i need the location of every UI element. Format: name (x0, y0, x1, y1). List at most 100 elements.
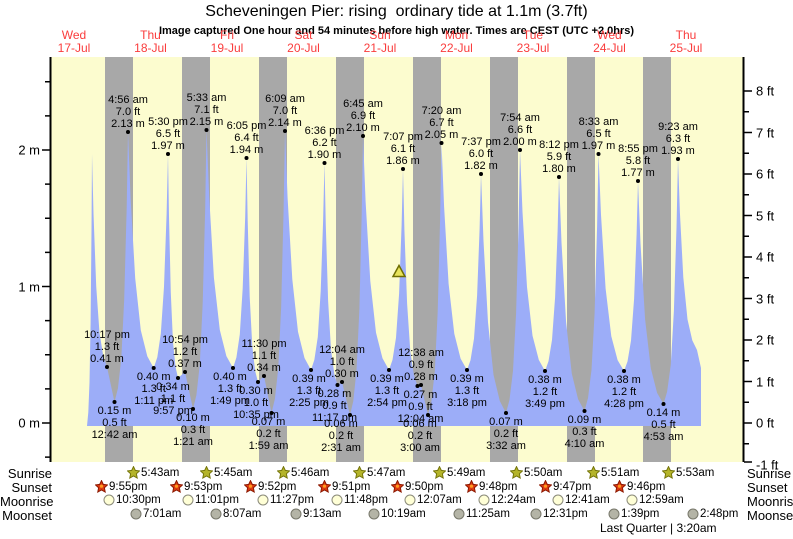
almanac-row-label-left-sunset: Sunset (11, 480, 52, 495)
moonrise-time: 12:59am (639, 494, 684, 506)
sunrise-entry: 5:47am (353, 466, 405, 479)
day-label-line: 23-Jul (516, 41, 550, 55)
day-label: Fri 19-Jul (211, 29, 244, 55)
day-label: Sun 21-Jul (364, 29, 397, 55)
annotation-line: 6.7 ft (429, 117, 454, 129)
sunrise-star-icon (200, 466, 213, 479)
high-tide-annotation: 4:56 am 7.0 ft 2.13 m (108, 94, 148, 130)
low-tide-annotation: 0.39 m 1.3 ft 3:18 pm (447, 373, 487, 409)
moonrise-time: 10:30pm (116, 494, 161, 506)
low-tide-annotation: 0.10 m 0.3 ft 1:21 am (173, 412, 213, 448)
annotation-line: 1.82 m (464, 160, 498, 172)
annotation-line: 0.14 m (646, 407, 681, 419)
day-label-line: 21-Jul (363, 41, 397, 55)
right-axis-tick-label: 8 ft (756, 83, 775, 99)
day-label-line: Wed (61, 28, 87, 42)
moonrise-time: 12:07am (417, 494, 462, 506)
annotation-line: 1.0 ft (243, 397, 269, 409)
sunrise-entry: 5:50am (510, 466, 562, 479)
right-axis-tick-label: 2 ft (756, 332, 775, 348)
annotation-line: 0.40 m (136, 371, 171, 383)
annotation-line: 8:12 pm (539, 139, 579, 151)
low-tide-annotation: 0.39 m 1.3 ft 2:25 pm (289, 373, 329, 409)
moonset-time: 8:07am (223, 508, 262, 520)
low-tide-point (415, 384, 420, 388)
sunset-entry: 9:46pm (613, 480, 665, 493)
annotation-line: 6.5 ft (155, 128, 181, 140)
annotation-line: 0.2 ft (407, 430, 433, 442)
day-label: Sat 20-Jul (287, 29, 320, 55)
high-tide-annotation: 8:12 pm 5.9 ft 1.80 m (539, 139, 579, 175)
low-tide-point (387, 368, 391, 372)
low-tide-point (112, 400, 117, 404)
sunrise-time: 5:45am (214, 466, 253, 479)
annotation-line: 1.2 ft (172, 346, 198, 358)
day-label: Tue 23-Jul (517, 29, 550, 55)
tide-area (87, 130, 701, 426)
sunrise-time: 5:50am (524, 466, 563, 479)
annotation-line: 10:35 pm (233, 409, 279, 421)
annotation-line: 4:53 am (643, 431, 684, 443)
right-axis-tick-label: 0 ft (756, 415, 775, 431)
sunrise-star-icon (277, 466, 290, 479)
annotation-line: 0.5 ft (102, 417, 127, 429)
annotation-line: 8:33 am (578, 116, 619, 128)
sunset-entry: 9:52pm (244, 480, 296, 493)
annotation-line: 1:59 am (248, 440, 289, 452)
annotation-line: 1:49 pm (210, 395, 250, 407)
high-tide-point (283, 129, 287, 133)
sunset-star-icon (244, 480, 257, 493)
annotation-line: 1.80 m (542, 163, 576, 175)
annotation-line: 2:54 pm (367, 397, 407, 409)
sunset-star-icon (539, 480, 552, 493)
annotation-line: 11:30 pm (241, 338, 287, 350)
day-label: Thu 25-Jul (670, 29, 703, 55)
annotation-line: 8:55 pm (618, 143, 658, 155)
annotation-line: 1.77 m (621, 167, 655, 179)
moonrise-circle-icon (257, 494, 269, 506)
sunset-star-icon (95, 480, 108, 493)
sunrise-time: 5:53am (676, 466, 715, 479)
annotation-line: 1.3 ft (94, 341, 120, 353)
annotation-line: 7:20 am (421, 105, 462, 117)
low-tide-annotation: 0.40 m 1.3 ft 1:49 pm (210, 371, 250, 407)
day-label-line: Sat (294, 28, 313, 42)
high-tide-point (166, 152, 170, 156)
low-tide-point (340, 380, 344, 384)
annotation-line: 0.10 m (176, 412, 210, 424)
day-label-line: 19-Jul (210, 41, 244, 55)
sunrise-entry: 5:51am (587, 466, 639, 479)
low-tide-annotation: 0.39 m 1.3 ft 2:54 pm (367, 373, 407, 409)
day-label-line: Tue (522, 28, 544, 42)
low-tide-point (622, 369, 626, 373)
sunrise-entry: 5:46am (277, 466, 329, 479)
right-axis-tick-label: 7 ft (756, 125, 775, 140)
low-tide-point (183, 370, 187, 374)
low-tide-annotation: 0.28 m 0.9 ft 11:17 pm (312, 388, 357, 424)
annotation-line: 0.30 m (239, 385, 273, 397)
moonset-entry: 7:01am (130, 508, 181, 520)
moonset-circle-icon (530, 508, 542, 520)
annotation-line: 2.05 m (424, 129, 459, 141)
low-tide-point (426, 413, 430, 417)
sunrise-entry: 5:45am (200, 466, 252, 479)
high-tide-point (596, 152, 601, 156)
annotation-line: 7:54 am (500, 112, 540, 124)
sunrise-time: 5:46am (291, 466, 330, 479)
day-label: Wed 17-Jul (58, 29, 91, 55)
sunrise-time: 5:47am (367, 466, 406, 479)
moonrise-time: 12:41am (565, 494, 610, 506)
low-tide-point (504, 411, 508, 415)
annotation-line: 7.0 ft (115, 106, 141, 118)
annotation-line: 7.1 ft (194, 104, 219, 116)
annotation-line: 0.9 ft (322, 400, 347, 412)
moonrise-entry: 11:01pm (182, 494, 239, 506)
annotation-line: 1.97 m (151, 140, 185, 152)
annotation-line: 6.3 ft (665, 133, 691, 145)
sunset-star-icon (391, 480, 404, 493)
day-label-line: 22-Jul (440, 41, 473, 55)
annotation-line: 2.14 m (268, 117, 302, 129)
annotation-line: 1.93 m (661, 145, 695, 157)
annotation-line: 0.38 m (607, 374, 641, 386)
low-tide-point (231, 366, 235, 370)
